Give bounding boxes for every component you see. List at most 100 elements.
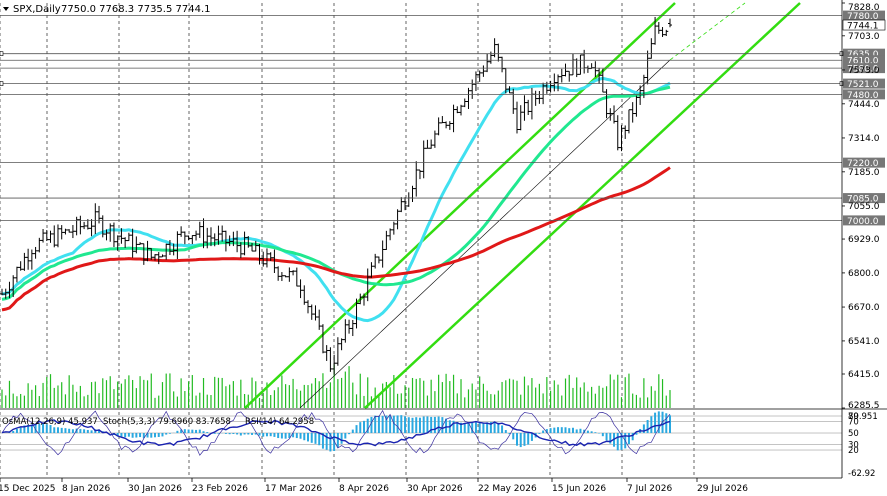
price-bar bbox=[440, 116, 445, 124]
price-tick-label: 6415.0 bbox=[848, 370, 880, 380]
price-bar bbox=[212, 233, 217, 247]
price-bar bbox=[250, 242, 255, 252]
price-tick-label: 7828.0 bbox=[848, 3, 880, 13]
price-bar bbox=[59, 225, 64, 240]
price-bar bbox=[70, 225, 75, 239]
price-bar bbox=[119, 228, 124, 244]
price-tick-label: 7703.0 bbox=[848, 32, 880, 42]
ohlc-readout: 7750.0 7768.3 7735.5 7744.1 bbox=[61, 4, 211, 15]
price-bar bbox=[276, 266, 281, 281]
price-bar bbox=[503, 68, 508, 94]
price-bar bbox=[604, 89, 609, 119]
price-bar bbox=[190, 235, 195, 245]
price-bar bbox=[455, 106, 460, 114]
oscillator-tick-label: 70 bbox=[848, 418, 859, 428]
level-tag bbox=[843, 193, 885, 204]
price-bar bbox=[279, 272, 284, 282]
price-bar bbox=[541, 82, 546, 105]
level-label: 7521.0 bbox=[847, 80, 879, 90]
price-bar bbox=[167, 239, 172, 256]
price-bar bbox=[477, 70, 482, 82]
price-bar bbox=[63, 228, 68, 235]
price-bar bbox=[302, 285, 307, 305]
price-tick-label: 6541.0 bbox=[848, 337, 880, 347]
price-bar bbox=[149, 248, 154, 260]
price-bar bbox=[205, 227, 210, 249]
price-bar bbox=[48, 230, 53, 243]
price-bar bbox=[74, 216, 79, 236]
price-bar bbox=[451, 104, 456, 133]
moving-average-line bbox=[1, 166, 671, 312]
price-bar bbox=[403, 197, 408, 211]
price-bar bbox=[552, 73, 557, 92]
price-bar bbox=[500, 56, 505, 73]
price-bar bbox=[600, 68, 605, 93]
level-label: 7610.0 bbox=[847, 57, 879, 67]
price-bar bbox=[436, 117, 441, 136]
price-tick-label: 7314.0 bbox=[848, 134, 880, 144]
price-bar bbox=[52, 225, 57, 248]
price-bar bbox=[11, 275, 16, 298]
channel-mid-extension bbox=[669, 2, 746, 61]
price-bar bbox=[320, 324, 325, 354]
oscillator-tick-label: 50 bbox=[848, 429, 859, 439]
level-marker bbox=[0, 51, 4, 56]
price-bar bbox=[421, 140, 426, 179]
price-bar bbox=[7, 281, 12, 299]
last-price-tag bbox=[842, 19, 886, 31]
price-bar bbox=[3, 288, 8, 299]
price-tick-label: 6929.0 bbox=[848, 235, 880, 245]
price-bar bbox=[328, 347, 333, 372]
price-bar bbox=[548, 80, 553, 93]
price-bar bbox=[388, 228, 393, 241]
price-bar bbox=[37, 237, 42, 253]
price-bar bbox=[175, 231, 180, 259]
price-bar bbox=[238, 242, 243, 259]
price-bar bbox=[78, 215, 83, 235]
symbol-label: SPX,Daily bbox=[13, 4, 61, 15]
level-tag bbox=[843, 48, 885, 59]
price-bar bbox=[462, 98, 467, 108]
price-bar bbox=[660, 27, 665, 37]
chart-grid bbox=[0, 3, 695, 475]
price-bar bbox=[85, 219, 90, 230]
dropdown-arrow-icon[interactable] bbox=[3, 7, 9, 11]
price-bar bbox=[384, 230, 389, 250]
date-tick-label: 15 Dec 2025 bbox=[0, 484, 56, 494]
price-bar bbox=[104, 229, 109, 241]
price-bar bbox=[350, 319, 355, 337]
level-label: 7635.0 bbox=[847, 50, 879, 60]
price-bar bbox=[264, 248, 269, 268]
price-bar bbox=[417, 169, 422, 180]
price-bar bbox=[29, 249, 34, 270]
price-bar bbox=[399, 197, 404, 213]
rsi-label: RSI(14) 64.2958 bbox=[245, 417, 314, 427]
level-marker bbox=[839, 51, 844, 56]
rsi-line bbox=[1, 419, 671, 447]
price-bar bbox=[459, 104, 464, 116]
price-bar bbox=[171, 243, 176, 256]
price-bar bbox=[537, 91, 542, 104]
oscillator-tick-label: 80 bbox=[848, 412, 859, 422]
price-bar bbox=[507, 86, 512, 94]
price-bar bbox=[14, 266, 19, 283]
price-bar bbox=[182, 231, 187, 245]
stoch-label: Stoch(5,3,3) 79.6960 83.7658 bbox=[103, 417, 231, 427]
price-bar bbox=[656, 22, 661, 34]
price-bar bbox=[0, 288, 4, 296]
level-tag bbox=[843, 55, 885, 66]
price-bar bbox=[432, 130, 437, 148]
level-label: 7780.0 bbox=[847, 12, 879, 22]
price-bar bbox=[365, 268, 370, 302]
level-label: 7000.0 bbox=[847, 217, 879, 227]
price-bar bbox=[425, 139, 430, 149]
date-tick-label: 23 Feb 2026 bbox=[192, 484, 248, 494]
date-tick-label: 17 Mar 2026 bbox=[265, 484, 322, 494]
price-bar bbox=[358, 293, 363, 305]
date-tick-label: 29 Jul 2026 bbox=[697, 484, 748, 494]
price-bar bbox=[156, 252, 161, 265]
trend-channel bbox=[244, 2, 801, 409]
price-bar bbox=[93, 203, 98, 235]
